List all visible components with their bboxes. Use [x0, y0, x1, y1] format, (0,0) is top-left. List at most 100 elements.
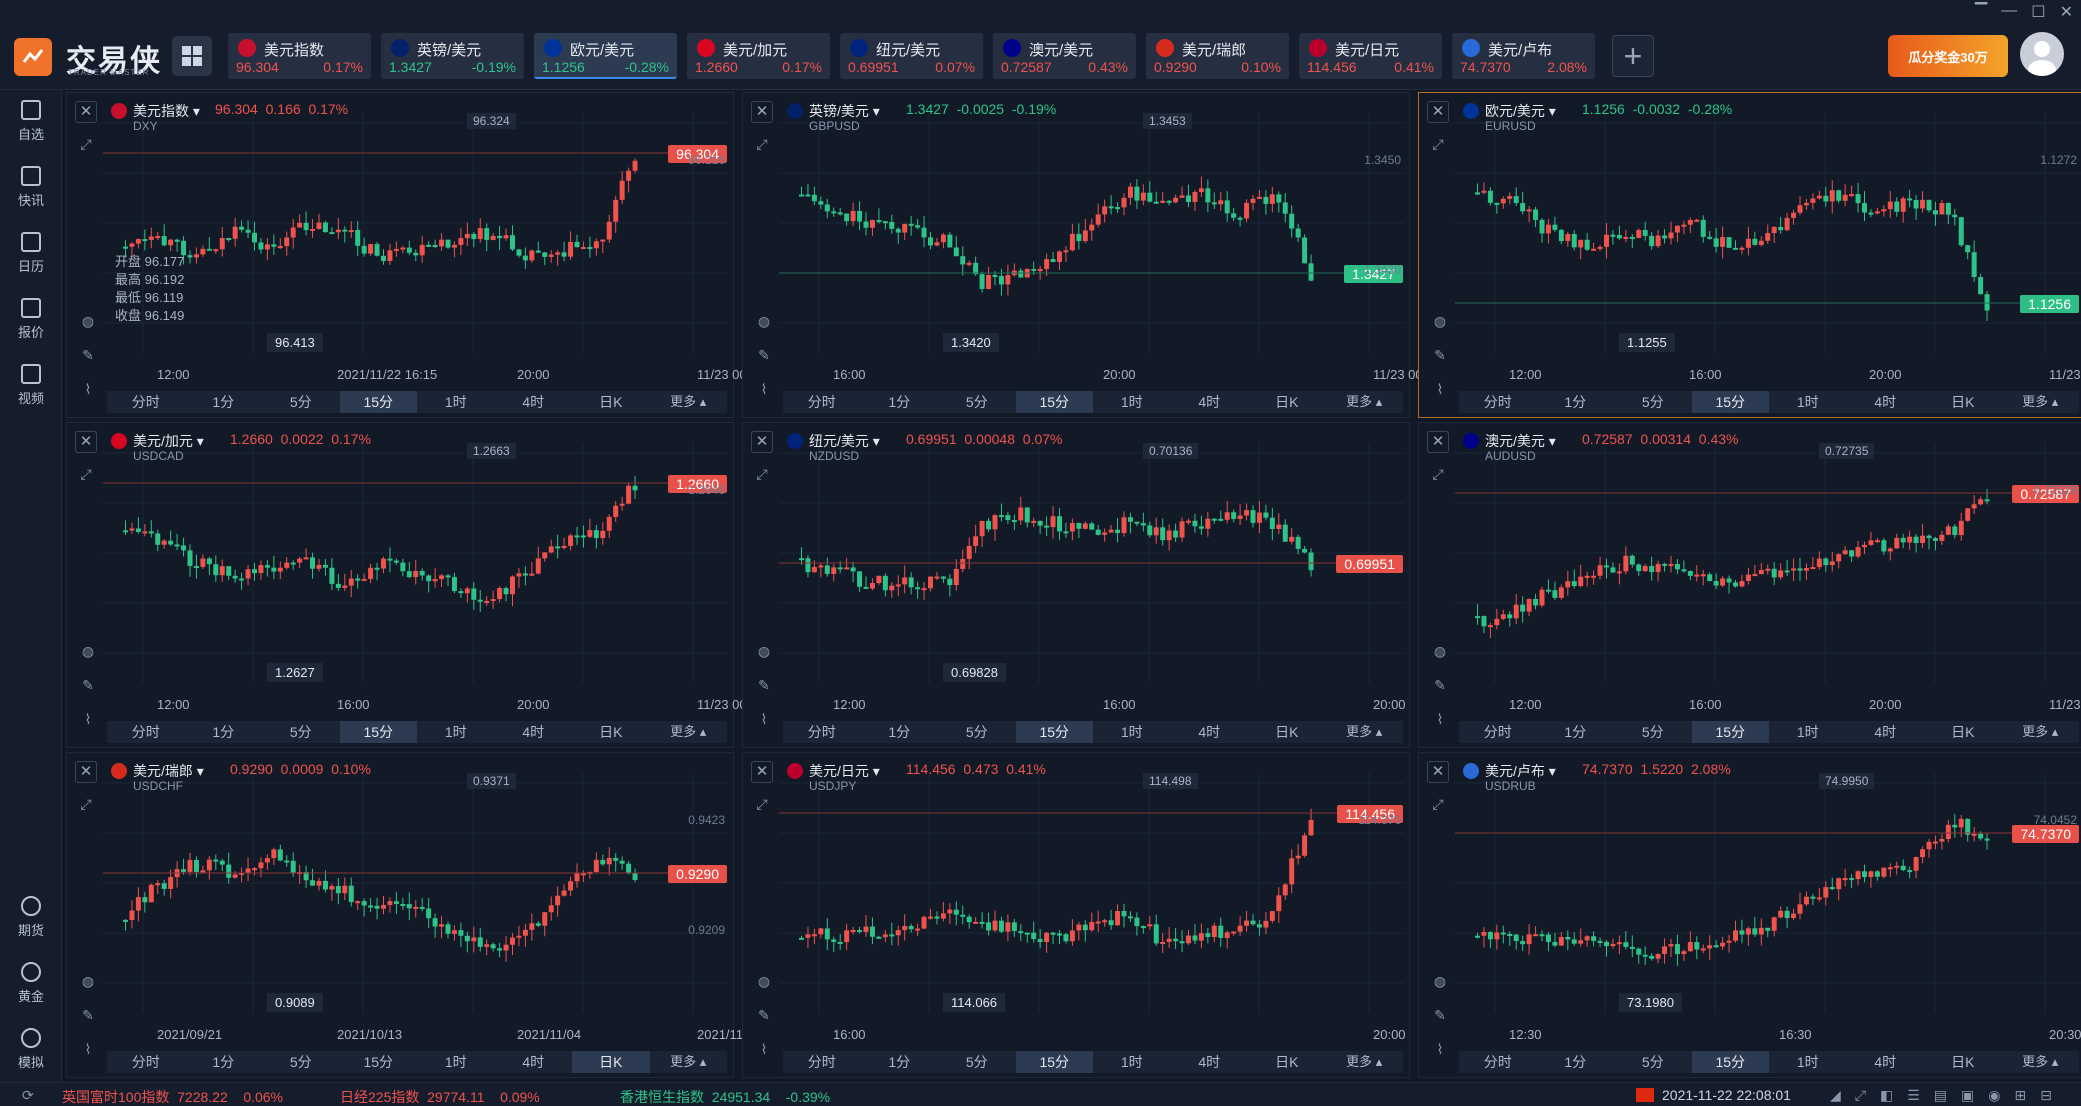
- chart-type-icon[interactable]: ⌇: [760, 1041, 768, 1057]
- symbol-name[interactable]: 纽元/美元 ▾: [809, 433, 880, 449]
- chart-panel-usdchf[interactable]: ✕ ⤢ 美元/瑞郎 ▾ 0.9290 0.0009 0.10% USDCHF ◍…: [66, 752, 761, 1078]
- timeframe-tab[interactable]: 分时: [131, 724, 160, 740]
- more-timeframes-button[interactable]: 更多 ▴: [670, 724, 707, 739]
- candlestick-chart[interactable]: [1455, 93, 2081, 383]
- timeframe-tab[interactable]: 1时: [1120, 724, 1143, 740]
- candlestick-chart[interactable]: [779, 423, 1405, 713]
- expand-icon[interactable]: ⤢: [80, 466, 92, 482]
- ticker-1[interactable]: 英镑/美元 1.3427 -0.19%: [381, 33, 524, 79]
- close-panel-button[interactable]: ✕: [75, 431, 97, 453]
- timeframe-tab[interactable]: 日K: [1275, 394, 1299, 410]
- refresh-icon[interactable]: ⟳: [22, 1087, 34, 1103]
- indicator-icon[interactable]: ◍: [757, 643, 771, 659]
- symbol-name[interactable]: 澳元/美元 ▾: [1485, 433, 1556, 449]
- ticker-3[interactable]: 美元/加元 1.2660 0.17%: [687, 33, 830, 79]
- ticker-8[interactable]: 美元/卢布 74.7370 2.08%: [1452, 33, 1595, 79]
- layout-grid-button[interactable]: [172, 36, 212, 76]
- chart-type-icon[interactable]: ⌇: [1436, 381, 1444, 397]
- indicator-icon[interactable]: ◍: [81, 973, 95, 989]
- chart-type-icon[interactable]: ⌇: [84, 1041, 92, 1057]
- timeframe-tab[interactable]: 4时: [1198, 1054, 1221, 1070]
- symbol-name[interactable]: 美元/瑞郎 ▾: [133, 763, 204, 779]
- timeframe-tab[interactable]: 15分: [1691, 721, 1769, 743]
- timeframe-tab[interactable]: 5分: [1641, 394, 1664, 410]
- more-timeframes-button[interactable]: 更多 ▴: [670, 394, 707, 409]
- timeframe-tab[interactable]: 1时: [1796, 1054, 1819, 1070]
- timeframe-tab[interactable]: 5分: [289, 1054, 312, 1070]
- more-timeframes-button[interactable]: 更多 ▴: [1346, 1054, 1383, 1069]
- more-timeframes-button[interactable]: 更多 ▴: [670, 1054, 707, 1069]
- status-tool-icons[interactable]: ◢⤢◧☰▤▣◉⊞⊟: [1830, 1087, 2066, 1103]
- chart-type-icon[interactable]: ⌇: [1436, 1041, 1444, 1057]
- sidebar-item-4[interactable]: 视频: [0, 358, 62, 418]
- candlestick-chart[interactable]: [779, 93, 1405, 383]
- ticker-5[interactable]: 澳元/美元 0.72587 0.43%: [993, 33, 1136, 79]
- timeframe-tab[interactable]: 15分: [339, 391, 417, 413]
- timeframe-tab[interactable]: 15分: [339, 721, 417, 743]
- close-panel-button[interactable]: ✕: [751, 761, 773, 783]
- draw-icon[interactable]: ✎: [1434, 677, 1446, 693]
- timeframe-tab[interactable]: 4时: [1198, 394, 1221, 410]
- sidebar-bottom-item-0[interactable]: 期货: [0, 890, 62, 950]
- avatar[interactable]: [2020, 32, 2064, 76]
- timeframe-tab[interactable]: 日K: [1951, 394, 1975, 410]
- indicator-icon[interactable]: ◍: [81, 313, 95, 329]
- expand-icon[interactable]: ⤢: [756, 136, 768, 152]
- timeframe-tab[interactable]: 4时: [1874, 394, 1897, 410]
- chart-type-icon[interactable]: ⌇: [84, 381, 92, 397]
- timeframe-tab[interactable]: 1时: [1120, 1054, 1143, 1070]
- more-timeframes-button[interactable]: 更多 ▴: [2022, 1054, 2059, 1069]
- symbol-name[interactable]: 英镑/美元 ▾: [809, 103, 880, 119]
- ticker-0[interactable]: 美元指数 96.304 0.17%: [228, 33, 371, 79]
- more-timeframes-button[interactable]: 更多 ▴: [1346, 724, 1383, 739]
- indicator-icon[interactable]: ◍: [757, 973, 771, 989]
- timeframe-tab[interactable]: 1分: [888, 1054, 911, 1070]
- timeframe-tab[interactable]: 1分: [1564, 724, 1587, 740]
- close-panel-button[interactable]: ✕: [751, 431, 773, 453]
- symbol-name[interactable]: 欧元/美元 ▾: [1485, 103, 1556, 119]
- close-panel-button[interactable]: ✕: [75, 101, 97, 123]
- timeframe-tab[interactable]: 分时: [1483, 1054, 1512, 1070]
- timeframe-tab[interactable]: 1时: [1796, 394, 1819, 410]
- candlestick-chart[interactable]: [103, 753, 729, 1043]
- timeframe-tab[interactable]: 5分: [965, 724, 988, 740]
- timeframe-tab[interactable]: 15分: [363, 1054, 394, 1070]
- more-timeframes-button[interactable]: 更多 ▴: [1346, 394, 1383, 409]
- sidebar-item-2[interactable]: 日历: [0, 226, 62, 286]
- timeframe-tab[interactable]: 分时: [807, 394, 836, 410]
- timeframe-tab[interactable]: 分时: [131, 1054, 160, 1070]
- expand-icon[interactable]: ⤢: [1432, 796, 1444, 812]
- draw-icon[interactable]: ✎: [1434, 347, 1446, 363]
- sidebar-bottom-item-1[interactable]: 黄金: [0, 956, 62, 1016]
- expand-icon[interactable]: ⤢: [80, 136, 92, 152]
- ticker-4[interactable]: 纽元/美元 0.69951 0.07%: [840, 33, 983, 79]
- timeframe-tab[interactable]: 5分: [289, 724, 312, 740]
- minimize-icon[interactable]: —: [2001, 2, 2018, 19]
- timeframe-tab[interactable]: 日K: [1951, 1054, 1975, 1070]
- symbol-name[interactable]: 美元/加元 ▾: [133, 433, 204, 449]
- menu-icon[interactable]: ▔: [1974, 4, 1988, 21]
- timeframe-tab[interactable]: 4时: [522, 1054, 545, 1070]
- symbol-name[interactable]: 美元指数 ▾: [133, 103, 200, 119]
- sidebar-bottom-item-2[interactable]: 模拟: [0, 1022, 62, 1082]
- timeframe-tab[interactable]: 日K: [599, 394, 623, 410]
- close-panel-button[interactable]: ✕: [75, 761, 97, 783]
- promo-banner[interactable]: 瓜分奖金30万: [1888, 35, 2008, 77]
- index-ticker[interactable]: 日经225指数 29774.11 0.09%: [340, 1089, 540, 1105]
- timeframe-tab[interactable]: 1时: [444, 1054, 467, 1070]
- timeframe-tab[interactable]: 4时: [522, 724, 545, 740]
- draw-icon[interactable]: ✎: [82, 677, 94, 693]
- timeframe-tab[interactable]: 5分: [965, 1054, 988, 1070]
- timeframe-tab[interactable]: 分时: [807, 1054, 836, 1070]
- draw-icon[interactable]: ✎: [758, 677, 770, 693]
- timeframe-tab[interactable]: 1时: [1120, 394, 1143, 410]
- draw-icon[interactable]: ✎: [82, 347, 94, 363]
- more-timeframes-button[interactable]: 更多 ▴: [2022, 394, 2059, 409]
- ticker-7[interactable]: 美元/日元 114.456 0.41%: [1299, 33, 1442, 79]
- timeframe-tab[interactable]: 15分: [1015, 721, 1093, 743]
- timeframe-tab[interactable]: 日K: [1275, 724, 1299, 740]
- expand-icon[interactable]: ⤢: [756, 466, 768, 482]
- chart-panel-gbpusd[interactable]: ✕ ⤢ 英镑/美元 ▾ 1.3427 -0.0025 -0.19% GBPUSD…: [742, 92, 1441, 418]
- index-ticker[interactable]: 香港恒生指数 24951.34 -0.39%: [620, 1089, 831, 1105]
- timeframe-tab[interactable]: 1分: [888, 724, 911, 740]
